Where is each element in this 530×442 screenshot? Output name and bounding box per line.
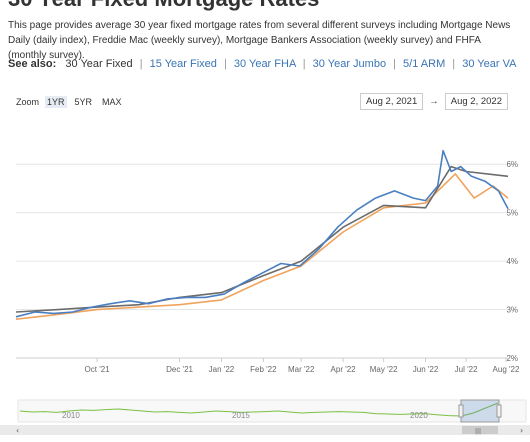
rate-chart[interactable]: 2% 3% 4% 5% 6% Oct '21 Dec '21 Jan '22 Feb '22 M…: [0, 140, 530, 380]
see-also-bar: See also: 30 Year Fixed | 15 Year Fixed …: [8, 58, 516, 70]
page-title: 30 Year Fixed Mortgage Rates: [8, 0, 319, 12]
x-tick-label: Apr '22: [331, 365, 357, 374]
series-line-0: [15, 149, 509, 318]
navigator-left-handle[interactable]: [458, 404, 464, 418]
series-line-2: [15, 173, 509, 320]
x-tick-label: Mar '22: [288, 365, 315, 374]
y-tick-label: 5%: [506, 209, 518, 218]
scroll-right-arrow-icon[interactable]: ›: [520, 426, 523, 435]
series-line-1: [15, 165, 509, 313]
separator: |: [139, 58, 143, 70]
chart-lines: [15, 149, 509, 320]
see-also-30-year-jumbo-link[interactable]: 30 Year Jumbo: [312, 58, 387, 70]
y-tick-label: 3%: [506, 306, 518, 315]
see-also-5-1-arm-link[interactable]: 5/1 ARM: [403, 58, 446, 70]
zoom-controls: Zoom 1YR 5YR MAX: [16, 96, 124, 108]
navigator-label-2015: 2015: [232, 411, 250, 420]
date-from-input[interactable]: Aug 2, 2021: [360, 93, 424, 110]
see-also-30-year-fha-link[interactable]: 30 Year FHA: [233, 58, 296, 70]
separator: |: [223, 58, 227, 70]
x-axis-labels: Oct '21 Dec '21 Jan '22 Feb '22 Mar '22 Apr '…: [16, 357, 520, 374]
y-axis-labels: 2% 3% 4% 5% 6%: [506, 160, 518, 363]
x-tick-label: Jun '22: [413, 365, 439, 374]
separator: |: [452, 58, 456, 70]
y-tick-label: 4%: [506, 257, 518, 266]
navigator-label-2020: 2020: [410, 411, 428, 420]
date-to-input[interactable]: Aug 2, 2022: [444, 93, 508, 110]
x-tick-label: May '22: [370, 365, 398, 374]
zoom-1yr-button[interactable]: 1YR: [45, 96, 67, 108]
scrollbar-thumb[interactable]: [462, 426, 498, 434]
navigator-scrollbar[interactable]: [0, 425, 530, 435]
zoom-label: Zoom: [16, 97, 40, 107]
x-tick-label: Dec '21: [166, 365, 193, 374]
scrollbar-grip-icon: |||: [475, 428, 481, 435]
page-description: This page provides average 30 year fixed…: [8, 20, 511, 61]
separator: |: [302, 58, 306, 70]
navigator-series-line: [19, 402, 499, 417]
zoom-max-button[interactable]: MAX: [102, 97, 122, 107]
scroll-left-arrow-icon[interactable]: ‹: [16, 426, 19, 435]
x-tick-label: Jan '22: [209, 365, 235, 374]
x-tick-label: Aug '22: [493, 365, 520, 374]
x-tick-label: Oct '21: [85, 365, 111, 374]
see-also-30-year-va-link[interactable]: 30 Year VA: [462, 58, 517, 70]
see-also-15-year-fixed-link[interactable]: 15 Year Fixed: [149, 58, 217, 70]
navigator-right-handle[interactable]: [496, 404, 502, 418]
navigator-label-2010: 2010: [62, 411, 80, 420]
x-tick-label: Jul '22: [455, 365, 478, 374]
date-range: Aug 2, 2021 → Aug 2, 2022: [360, 93, 508, 110]
navigator[interactable]: 2010 2015 2020 ‹ ||| ›: [0, 396, 530, 442]
navigator-range-selector[interactable]: [460, 399, 500, 423]
zoom-5yr-button[interactable]: 5YR: [74, 97, 93, 107]
y-tick-label: 2%: [506, 354, 518, 363]
see-also-label: See also:: [8, 58, 57, 70]
x-tick-label: Feb '22: [250, 365, 277, 374]
arrow-icon: →: [429, 96, 439, 107]
see-also-30-year-fixed: 30 Year Fixed: [65, 58, 133, 70]
y-tick-label: 6%: [506, 160, 518, 169]
separator: |: [393, 58, 396, 70]
